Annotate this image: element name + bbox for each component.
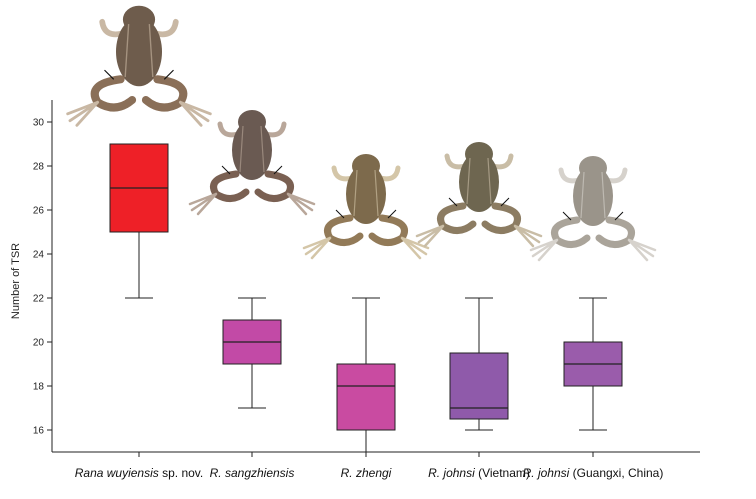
y-tick-label: 22 [33,294,45,305]
frog-photo [188,110,316,216]
frog-photo [415,142,543,248]
category-label: R. johnsi (Vietnam) [428,466,530,480]
frog-photo [302,154,430,260]
category-label: R. zhengi [341,466,392,480]
category-label: R. johnsi (Guangxi, China) [523,466,664,480]
box [449,352,509,420]
y-tick-label: 24 [33,250,45,261]
frog-photo [66,5,212,127]
y-tick-label: 26 [33,206,45,217]
frog-photo [529,156,657,262]
y-tick-label: 20 [33,338,45,349]
y-tick-label: 16 [33,426,45,437]
y-tick-label: 28 [33,162,45,173]
category-label: Rana wuyiensis sp. nov. [75,466,204,480]
category-label: R. sangzhiensis [210,466,295,480]
y-tick-label: 18 [33,382,45,393]
box [336,363,396,431]
y-axis-label: Number of TSR [10,243,22,319]
y-tick-label: 30 [33,118,45,129]
